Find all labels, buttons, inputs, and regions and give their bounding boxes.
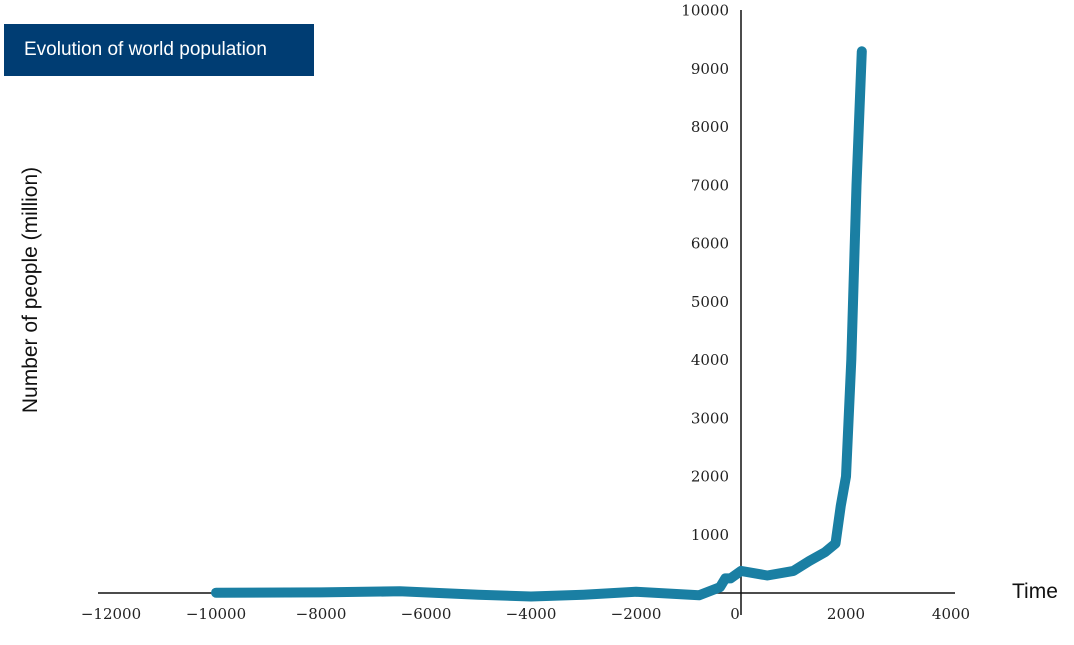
y-tick-label: 8000 [691, 118, 729, 136]
x-tick-label: 0 [730, 605, 740, 623]
y-tick-label: 10000 [681, 2, 729, 20]
y-tick-labels: 1000 2000 3000 4000 5000 6000 7000 8000 9000 1000… [681, 2, 729, 544]
x-tick-label: −10000 [186, 605, 246, 623]
y-tick-label: 1000 [691, 526, 729, 544]
y-tick-label: 3000 [691, 409, 729, 427]
axes [98, 10, 955, 615]
y-tick-label: 4000 [691, 351, 729, 369]
y-tick-label: 5000 [691, 293, 729, 311]
x-tick-label: −2000 [611, 605, 662, 623]
y-tick-label: 9000 [691, 60, 729, 78]
x-tick-label: −8000 [296, 605, 347, 623]
x-tick-label: 4000 [932, 605, 970, 623]
series-group [211, 46, 867, 602]
y-tick-label: 2000 [691, 468, 729, 486]
x-tick-labels: −12000 −10000 −8000 −6000 −4000 −2000 0 2000 400… [81, 605, 970, 623]
x-tick-label: 2000 [827, 605, 865, 623]
x-tick-label: −12000 [81, 605, 141, 623]
x-axis-label: Time [1012, 580, 1058, 603]
y-tick-label: 7000 [691, 176, 729, 194]
population-line [211, 46, 867, 602]
x-tick-label: −6000 [401, 605, 452, 623]
chart-title: Evolution of world population [4, 24, 314, 76]
y-tick-label: 6000 [691, 235, 729, 253]
x-tick-label: −4000 [506, 605, 557, 623]
